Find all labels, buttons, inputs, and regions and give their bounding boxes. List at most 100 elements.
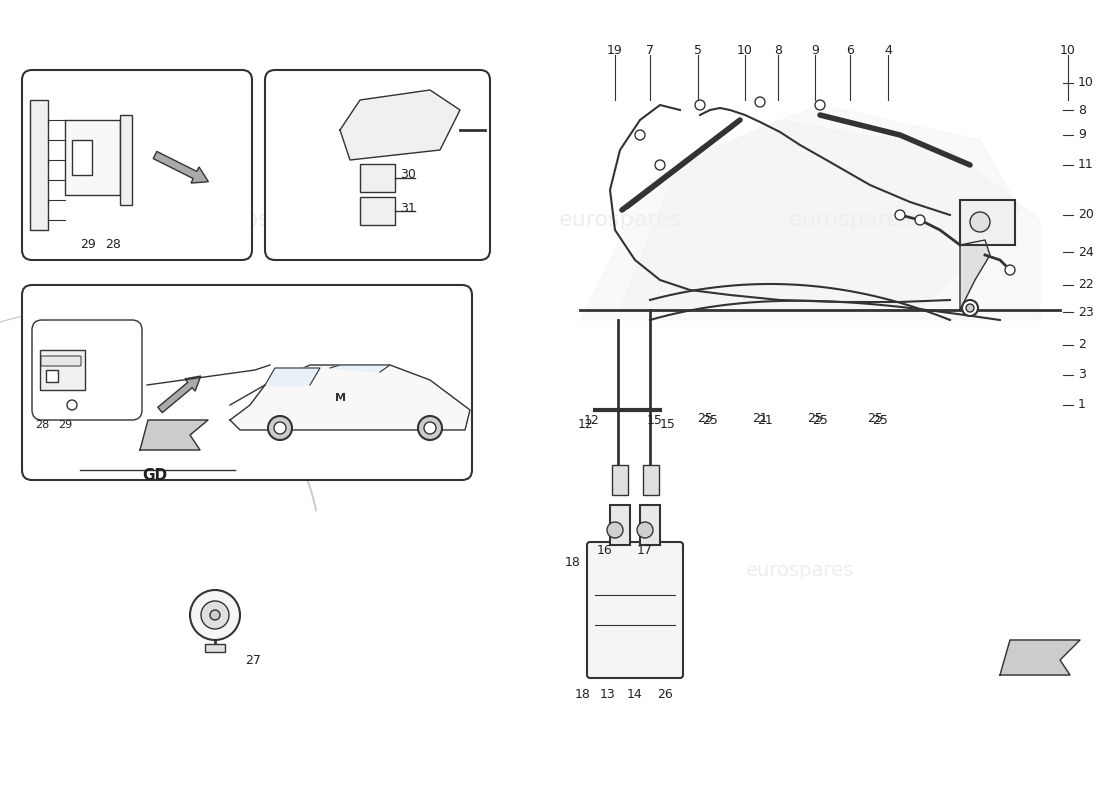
Text: 11: 11 xyxy=(1078,158,1093,171)
Circle shape xyxy=(915,215,925,225)
Text: 25: 25 xyxy=(867,411,883,425)
Polygon shape xyxy=(265,368,320,385)
Circle shape xyxy=(268,416,292,440)
FancyBboxPatch shape xyxy=(22,70,252,260)
Text: 17: 17 xyxy=(637,543,653,557)
Text: 31: 31 xyxy=(400,202,416,214)
Text: GD: GD xyxy=(142,467,167,482)
Text: 10: 10 xyxy=(1078,77,1093,90)
Text: 9: 9 xyxy=(811,43,818,57)
Text: 21: 21 xyxy=(757,414,773,426)
Circle shape xyxy=(1005,265,1015,275)
Polygon shape xyxy=(960,240,990,310)
Circle shape xyxy=(418,416,442,440)
Circle shape xyxy=(895,210,905,220)
Text: 22: 22 xyxy=(1078,278,1093,291)
Text: 12: 12 xyxy=(584,414,600,426)
Text: 29: 29 xyxy=(80,238,96,251)
Text: 24: 24 xyxy=(1078,246,1093,258)
Polygon shape xyxy=(1000,640,1080,675)
Bar xyxy=(612,465,628,495)
Bar xyxy=(360,164,395,192)
Text: 5: 5 xyxy=(694,43,702,57)
Bar xyxy=(644,465,659,495)
Circle shape xyxy=(637,522,653,538)
Text: 13: 13 xyxy=(601,689,616,702)
Circle shape xyxy=(274,422,286,434)
Text: 15: 15 xyxy=(660,418,675,431)
Text: M: M xyxy=(334,393,345,403)
Text: 2: 2 xyxy=(1078,338,1086,351)
Circle shape xyxy=(210,610,220,620)
Polygon shape xyxy=(620,105,1020,310)
Circle shape xyxy=(970,212,990,232)
Circle shape xyxy=(695,100,705,110)
FancyArrow shape xyxy=(157,376,201,413)
Text: 25: 25 xyxy=(807,411,823,425)
Bar xyxy=(205,644,225,652)
Text: 10: 10 xyxy=(737,43,752,57)
Bar xyxy=(30,100,48,230)
FancyBboxPatch shape xyxy=(22,285,472,480)
FancyArrow shape xyxy=(153,151,208,183)
Text: 18: 18 xyxy=(565,557,581,570)
Text: 25: 25 xyxy=(812,414,828,426)
Polygon shape xyxy=(140,420,208,450)
Text: 27: 27 xyxy=(245,654,261,666)
Text: 3: 3 xyxy=(1078,369,1086,382)
FancyBboxPatch shape xyxy=(32,320,142,420)
Text: 9: 9 xyxy=(1078,129,1086,142)
Polygon shape xyxy=(580,120,1040,320)
Text: 7: 7 xyxy=(646,43,654,57)
Circle shape xyxy=(201,601,229,629)
Polygon shape xyxy=(330,365,390,372)
Text: 8: 8 xyxy=(774,43,782,57)
Polygon shape xyxy=(340,90,460,160)
Text: 12: 12 xyxy=(578,418,593,431)
Bar xyxy=(72,140,92,175)
Text: 21: 21 xyxy=(752,411,768,425)
Text: 28: 28 xyxy=(35,420,50,430)
Circle shape xyxy=(424,422,436,434)
Circle shape xyxy=(654,160,666,170)
Circle shape xyxy=(635,130,645,140)
Bar xyxy=(640,505,660,545)
Text: 28: 28 xyxy=(104,238,121,251)
Bar xyxy=(120,115,132,205)
Circle shape xyxy=(966,304,974,312)
Text: 30: 30 xyxy=(400,169,416,182)
Text: 20: 20 xyxy=(1078,209,1093,222)
Bar xyxy=(46,370,58,382)
Text: 16: 16 xyxy=(597,543,613,557)
Text: 1: 1 xyxy=(1078,398,1086,411)
Text: 15: 15 xyxy=(647,414,663,426)
Text: 29: 29 xyxy=(58,420,73,430)
Bar xyxy=(960,200,1015,245)
Bar xyxy=(360,197,395,225)
Text: 8: 8 xyxy=(1078,103,1086,117)
Text: eurospares: eurospares xyxy=(208,210,332,230)
Text: 19: 19 xyxy=(607,43,623,57)
Bar xyxy=(65,120,120,195)
Text: 6: 6 xyxy=(846,43,854,57)
Circle shape xyxy=(67,400,77,410)
Polygon shape xyxy=(230,365,470,430)
FancyBboxPatch shape xyxy=(265,70,490,260)
Text: 23: 23 xyxy=(1078,306,1093,318)
FancyBboxPatch shape xyxy=(587,542,683,678)
Bar xyxy=(610,505,630,545)
Text: eurospares: eurospares xyxy=(746,561,854,579)
Text: eurospares: eurospares xyxy=(558,210,682,230)
Text: 25: 25 xyxy=(697,411,713,425)
Circle shape xyxy=(190,590,240,640)
Circle shape xyxy=(815,100,825,110)
Circle shape xyxy=(962,300,978,316)
Text: 4: 4 xyxy=(884,43,892,57)
Text: 25: 25 xyxy=(872,414,888,426)
Text: 26: 26 xyxy=(657,689,673,702)
Text: 25: 25 xyxy=(702,414,718,426)
Text: eurospares: eurospares xyxy=(789,210,912,230)
Text: 18: 18 xyxy=(575,689,591,702)
Text: 14: 14 xyxy=(627,689,642,702)
Bar xyxy=(40,350,85,390)
